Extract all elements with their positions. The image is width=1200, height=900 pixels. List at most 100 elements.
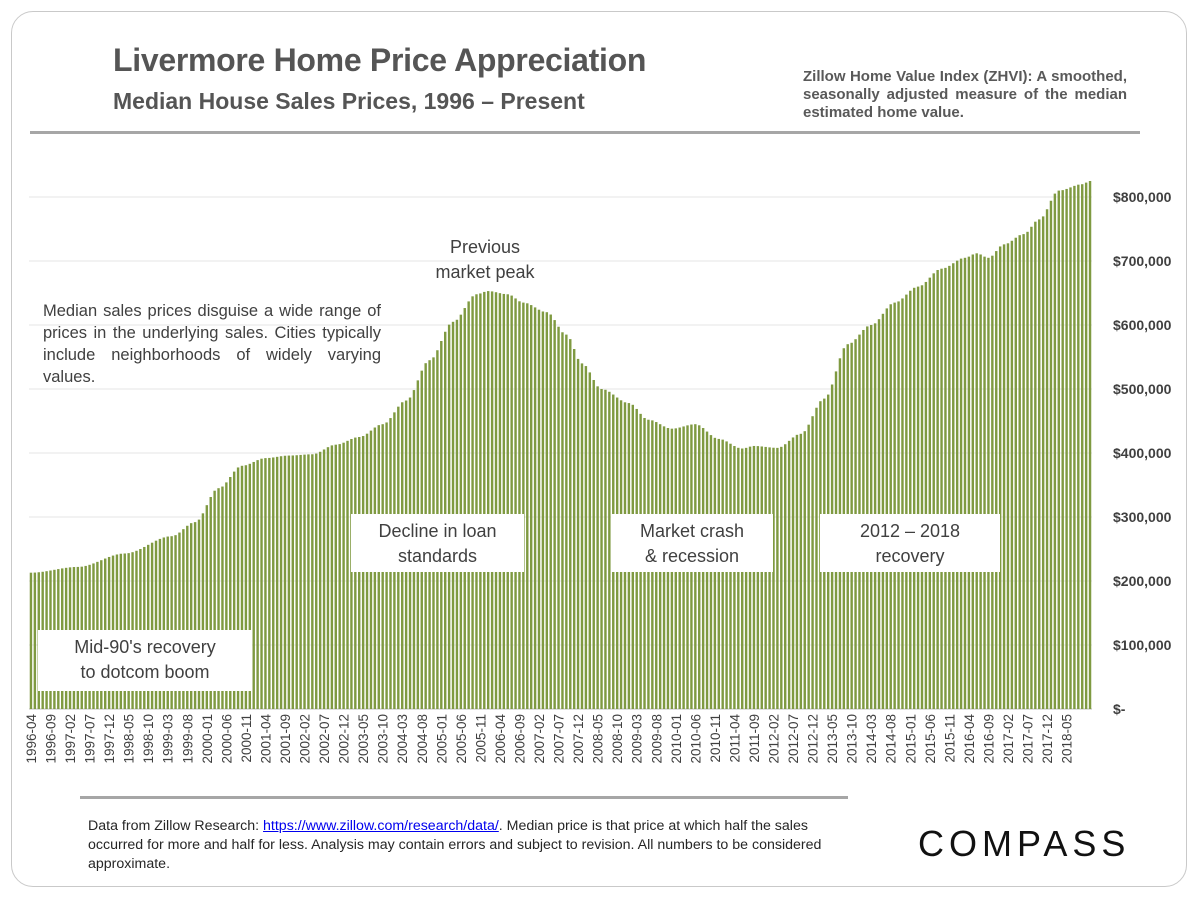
bar [588, 372, 592, 709]
bar [733, 446, 736, 709]
bar [201, 513, 205, 709]
bar [291, 455, 294, 709]
bar [741, 448, 744, 709]
chart-card [11, 11, 1187, 887]
bar [756, 446, 760, 709]
bar [330, 445, 334, 709]
bar [541, 311, 545, 709]
bar [803, 431, 806, 709]
bar [889, 304, 892, 709]
bar [158, 538, 162, 709]
bar [780, 446, 783, 709]
bar [1038, 219, 1041, 709]
x-tick-label: 2005-01 [434, 714, 449, 764]
x-tick-label: 1999-03 [161, 714, 176, 764]
bar [959, 258, 963, 709]
bar [744, 447, 748, 709]
bar [350, 438, 353, 709]
bar [346, 440, 349, 709]
bar [471, 296, 474, 709]
x-tick-label: 2003-05 [356, 714, 371, 764]
x-tick-label: 2010-11 [708, 714, 723, 763]
annotation-mid-90s-recovery: Mid-90's recovery to dotcom boom [38, 630, 252, 691]
x-tick-label: 2004-03 [395, 714, 410, 764]
x-tick-label: 2013-05 [825, 714, 840, 764]
header-divider [30, 131, 1140, 134]
bar [791, 437, 795, 709]
x-tick-label: 2002-12 [337, 714, 352, 764]
x-tick-label: 2006-09 [512, 714, 527, 764]
bar [936, 270, 939, 709]
x-tick-label: 2009-08 [649, 714, 664, 764]
x-tick-label: 2005-06 [454, 714, 469, 764]
bar [1022, 234, 1025, 709]
bar [342, 442, 345, 709]
x-tick-label: 2007-07 [552, 714, 567, 764]
zhvi-definition-note: Zillow Home Value Index (ZHVI): A smooth… [803, 68, 1127, 121]
bar [912, 287, 916, 709]
bar [338, 444, 341, 709]
bar [260, 458, 263, 709]
x-tick-label: 2008-05 [591, 714, 606, 764]
bar [467, 301, 470, 709]
zillow-research-link[interactable]: https://www.zillow.com/research/data/ [263, 818, 499, 834]
y-tick-label: $200,000 [1113, 573, 1172, 589]
bar [197, 519, 201, 709]
bar [721, 439, 724, 709]
y-axis-labels: $- $100,000 $200,000 $300,000 $400,000 $500,0… [1113, 189, 1172, 717]
bar [979, 254, 982, 710]
bar [885, 308, 889, 709]
y-tick-label: $300,000 [1113, 509, 1172, 525]
bar [932, 273, 935, 709]
bar [479, 293, 482, 709]
bar [275, 456, 279, 709]
annotation-line: standards [397, 546, 478, 566]
bar [502, 293, 506, 709]
bar [1069, 187, 1072, 709]
bar [772, 447, 775, 709]
x-tick-label: 1997-02 [63, 714, 78, 764]
bar [135, 550, 138, 709]
chart-subtitle: Median House Sales Prices, 1996 – Presen… [113, 88, 585, 114]
bar [881, 313, 885, 709]
x-tick-label: 2009-03 [630, 714, 645, 764]
bar [522, 302, 525, 709]
x-tick-label: 2015-11 [942, 714, 957, 763]
bar [592, 379, 595, 709]
bar [205, 505, 209, 709]
bar [322, 449, 326, 709]
bar [174, 535, 177, 709]
bar [971, 254, 975, 710]
x-tick-label: 2017-07 [1021, 714, 1036, 764]
bar [553, 320, 556, 709]
footer-divider [80, 796, 848, 799]
bar [811, 416, 814, 709]
annotation-line: Mid-90's recovery [74, 637, 216, 657]
bar [287, 455, 291, 709]
data-source-note: Data from Zillow Research: https://www.z… [88, 817, 858, 874]
x-tick-label: 2007-12 [571, 714, 586, 764]
bar [170, 536, 173, 709]
bar [784, 444, 787, 709]
bar [307, 454, 310, 709]
x-tick-label: 2015-01 [903, 714, 918, 764]
x-tick-label: 2001-09 [278, 714, 293, 764]
bar [213, 490, 216, 709]
bar [283, 455, 287, 709]
bar [537, 309, 541, 709]
bar [572, 349, 576, 709]
bar [264, 458, 267, 709]
bar [189, 523, 193, 709]
bar [897, 301, 900, 709]
bar [776, 447, 779, 709]
x-tick-label: 2000-06 [219, 714, 234, 764]
bar [475, 294, 478, 709]
annotation-2012-2018-recovery: 2012 – 2018 recovery [820, 514, 1000, 572]
x-tick-label: 1999-08 [180, 714, 195, 764]
bar [272, 457, 275, 709]
bar [295, 455, 298, 709]
x-tick-label: 2007-02 [532, 714, 547, 764]
x-tick-label: 1996-04 [24, 714, 39, 764]
bar [991, 255, 994, 709]
